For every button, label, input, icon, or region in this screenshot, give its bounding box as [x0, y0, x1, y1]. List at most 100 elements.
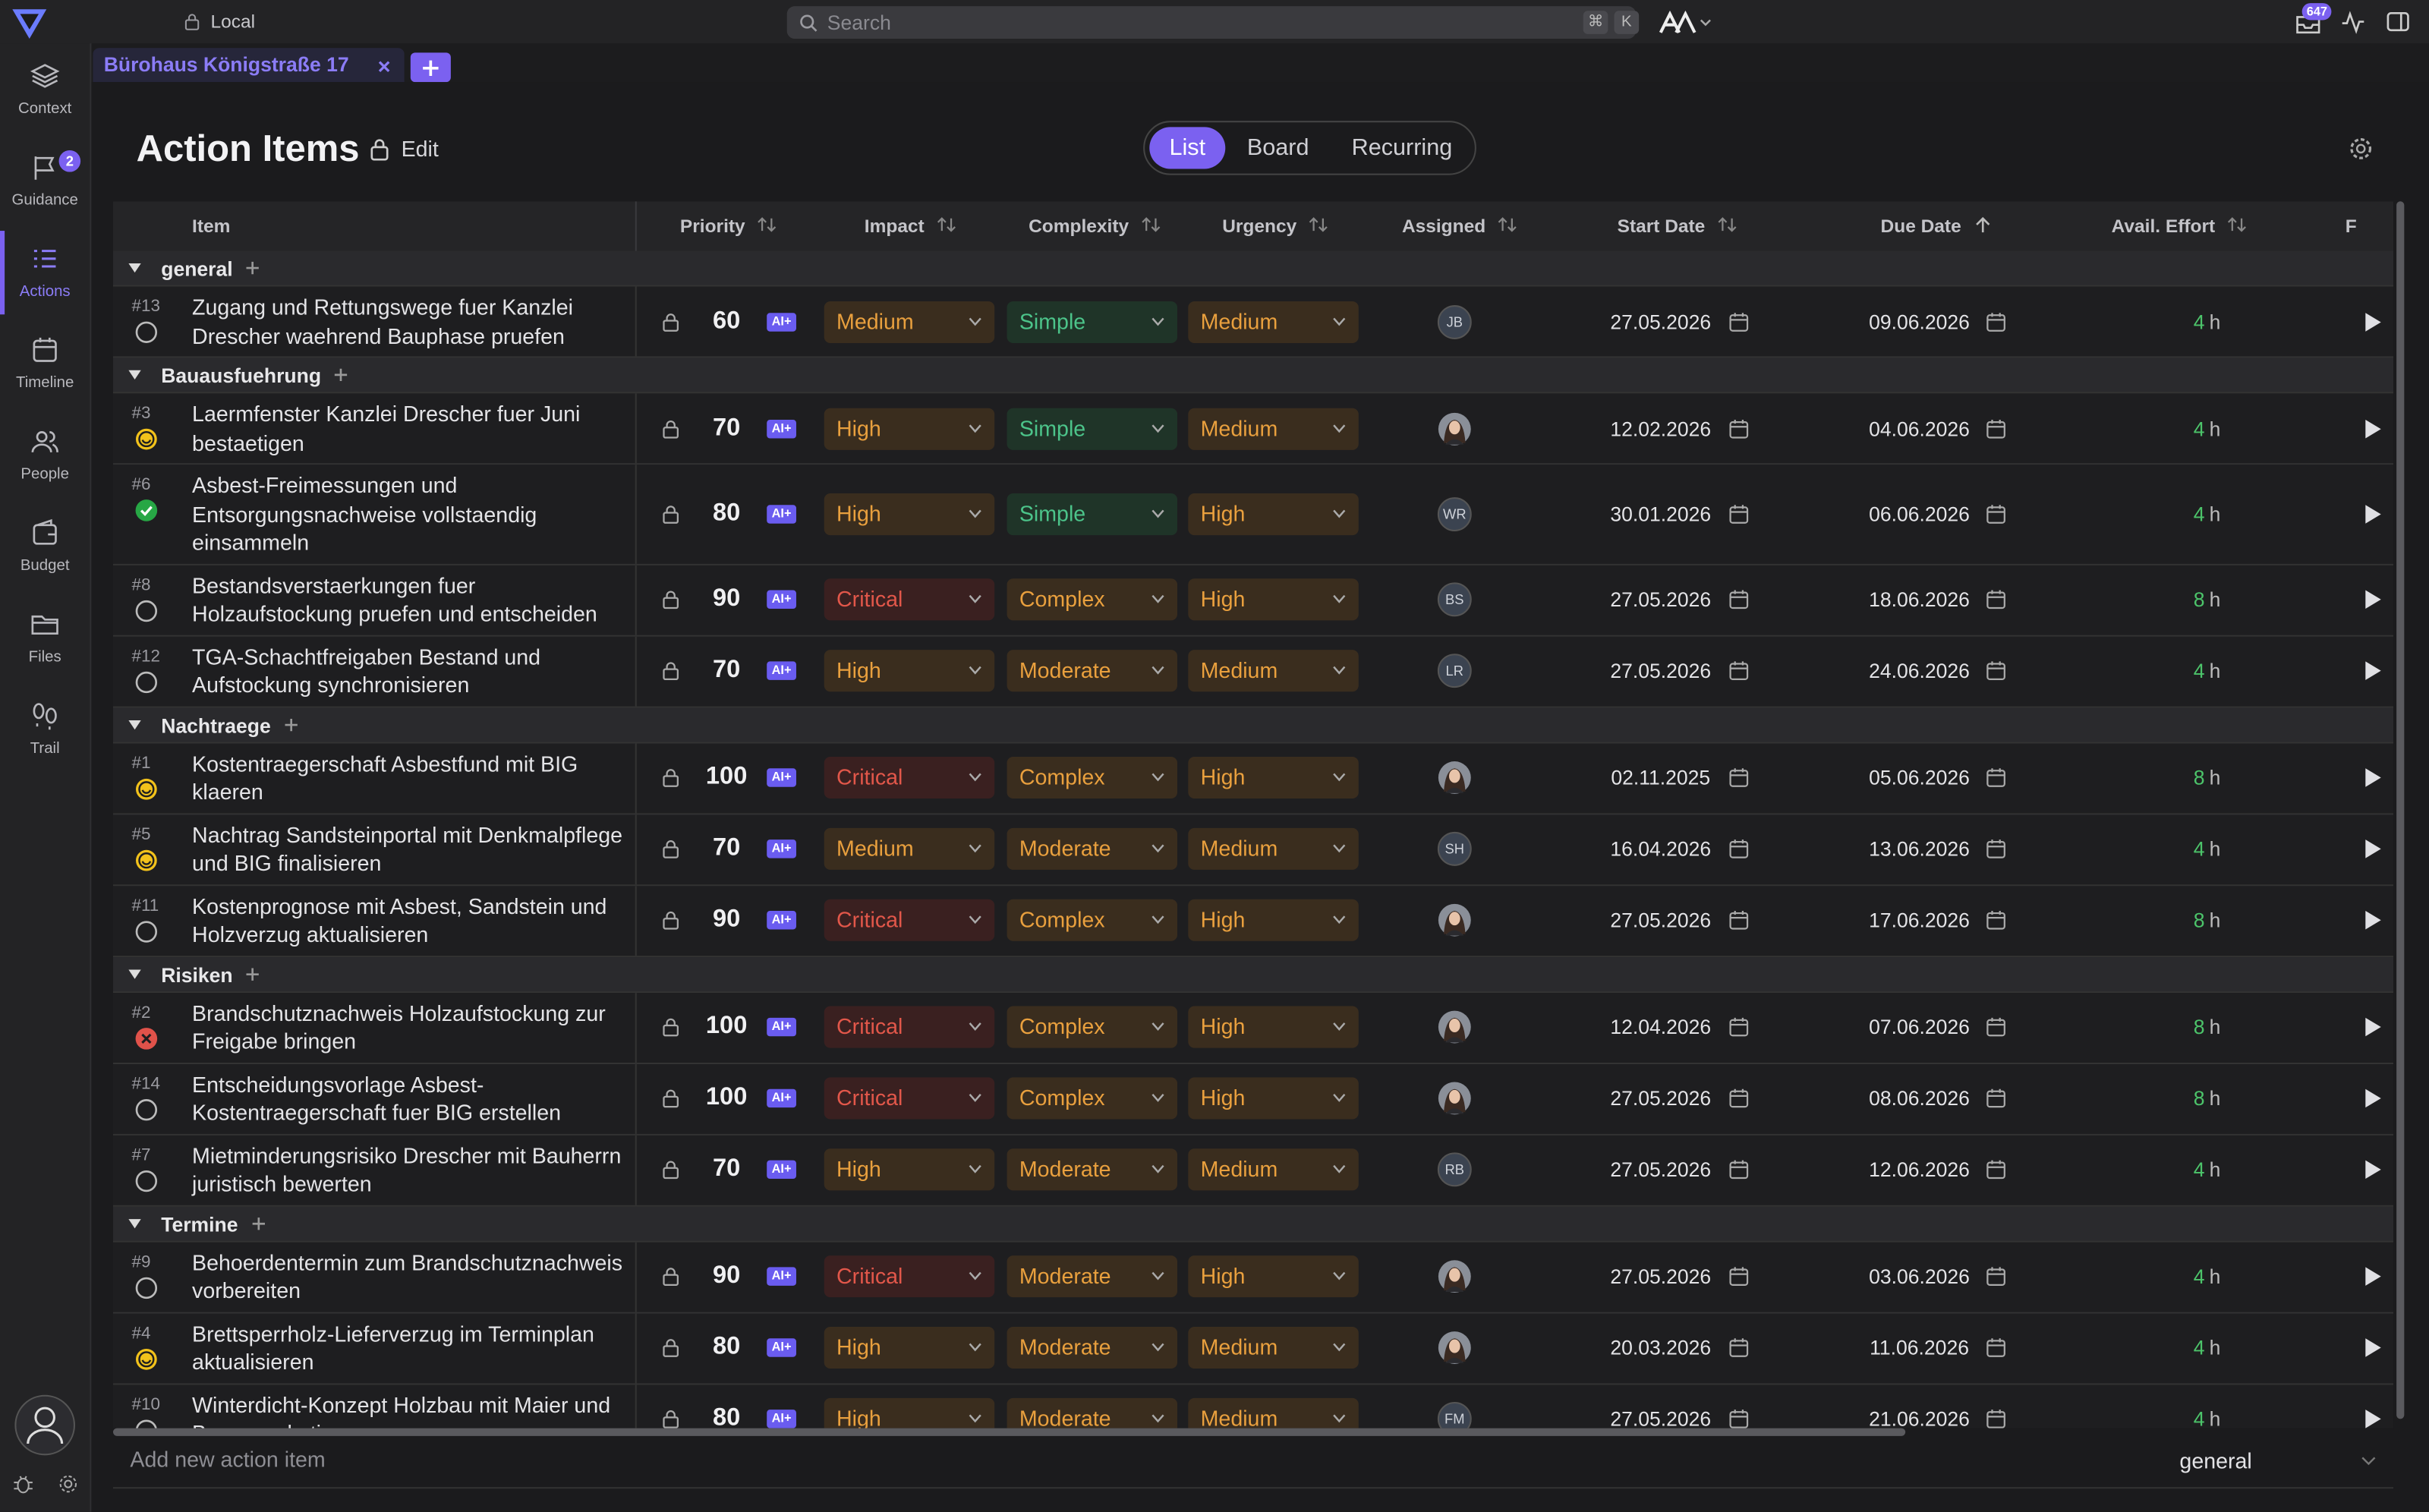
- lock-icon[interactable]: [661, 1409, 679, 1429]
- edit-button[interactable]: Edit: [401, 136, 439, 162]
- due-date[interactable]: 06.06.2026: [1869, 502, 1970, 526]
- calendar-icon[interactable]: [1986, 1017, 2006, 1038]
- nav-item[interactable]: Trail: [0, 688, 90, 771]
- status-progress[interactable]: [135, 848, 159, 871]
- calendar-icon[interactable]: [1729, 418, 1750, 439]
- add-to-group[interactable]: [283, 717, 298, 732]
- select-dropdown[interactable]: Moderate: [1007, 1255, 1178, 1298]
- start-button[interactable]: [2364, 417, 2382, 439]
- view-option[interactable]: List: [1149, 127, 1226, 169]
- action-row[interactable]: #6 Asbest-Freimessungen und Entsorgungsna…: [112, 465, 2394, 565]
- view-option[interactable]: Board: [1246, 134, 1309, 162]
- status-blocked[interactable]: [135, 1026, 159, 1050]
- status-open[interactable]: [135, 1169, 159, 1192]
- calendar-icon[interactable]: [1986, 1337, 2006, 1358]
- calendar-icon[interactable]: [1729, 1017, 1750, 1038]
- ai-badge[interactable]: AI+: [767, 1017, 796, 1037]
- select-dropdown[interactable]: Medium: [1188, 300, 1359, 343]
- column-header[interactable]: Start Date: [1618, 201, 1738, 250]
- calendar-icon[interactable]: [1986, 1088, 2006, 1109]
- status-done[interactable]: [135, 499, 159, 522]
- start-button[interactable]: [2364, 1016, 2382, 1038]
- calendar-icon[interactable]: [1986, 504, 2006, 524]
- select-dropdown[interactable]: Critical: [824, 1006, 995, 1048]
- action-row[interactable]: #12 TGA-Schachtfreigaben Bestand und Aufs…: [112, 635, 2394, 707]
- start-button[interactable]: [2364, 660, 2382, 682]
- select-dropdown[interactable]: High: [824, 1148, 995, 1191]
- status-progress[interactable]: [135, 427, 159, 451]
- select-dropdown[interactable]: Simple: [1007, 493, 1178, 535]
- nav-item[interactable]: Files: [0, 597, 90, 680]
- calendar-icon[interactable]: [1729, 660, 1750, 681]
- lock-icon[interactable]: [661, 660, 679, 681]
- start-date[interactable]: 16.04.2026: [1610, 837, 1712, 861]
- project-tab[interactable]: Bürohaus Königstraße 17: [93, 48, 405, 83]
- calendar-icon[interactable]: [1986, 1409, 2006, 1429]
- calendar-icon[interactable]: [1729, 1337, 1750, 1358]
- start-button[interactable]: [2364, 589, 2382, 611]
- select-dropdown[interactable]: Complex: [1007, 1006, 1178, 1048]
- ai-badge[interactable]: AI+: [767, 1410, 796, 1429]
- select-dropdown[interactable]: Medium: [824, 827, 995, 870]
- add-tab[interactable]: [410, 52, 451, 83]
- lock-icon[interactable]: [661, 1266, 679, 1287]
- start-button[interactable]: [2364, 1408, 2382, 1429]
- start-date[interactable]: 12.02.2026: [1610, 416, 1712, 440]
- select-dropdown[interactable]: Medium: [1188, 827, 1359, 870]
- calendar-icon[interactable]: [1729, 839, 1750, 859]
- group-header[interactable]: Risiken: [112, 956, 2394, 993]
- column-header[interactable]: Due Date: [1881, 201, 1994, 250]
- lock-icon[interactable]: [661, 418, 679, 439]
- column-header[interactable]: Priority: [680, 201, 778, 250]
- due-date[interactable]: 24.06.2026: [1869, 659, 1970, 682]
- column-header[interactable]: F: [2346, 201, 2357, 250]
- select-dropdown[interactable]: High: [1188, 1077, 1359, 1120]
- lock-icon[interactable]: [661, 1160, 679, 1180]
- ai-badge[interactable]: AI+: [767, 1160, 796, 1180]
- calendar-icon[interactable]: [1986, 839, 2006, 859]
- select-dropdown[interactable]: High: [824, 650, 995, 692]
- nav-item[interactable]: Budget: [0, 505, 90, 588]
- due-date[interactable]: 04.06.2026: [1869, 416, 1970, 440]
- action-row[interactable]: #5 Nachtrag Sandsteinportal mit Denkmalpf…: [112, 814, 2394, 886]
- search-box[interactable]: Search ⌘ K: [786, 6, 1640, 39]
- select-dropdown[interactable]: Simple: [1007, 407, 1178, 449]
- select-dropdown[interactable]: Simple: [1007, 300, 1178, 343]
- due-date[interactable]: 07.06.2026: [1869, 1015, 1970, 1039]
- add-to-group[interactable]: [251, 1215, 266, 1230]
- start-date[interactable]: 27.05.2026: [1610, 659, 1712, 682]
- select-dropdown[interactable]: High: [1188, 578, 1359, 621]
- start-button[interactable]: [2364, 1337, 2382, 1359]
- lock-icon[interactable]: [661, 1337, 679, 1358]
- status-open[interactable]: [135, 599, 159, 622]
- status-open[interactable]: [135, 670, 159, 694]
- due-date[interactable]: 11.06.2026: [1870, 1336, 1969, 1359]
- ai-badge[interactable]: AI+: [767, 661, 796, 680]
- select-dropdown[interactable]: Complex: [1007, 756, 1178, 799]
- start-button[interactable]: [2364, 310, 2382, 332]
- select-dropdown[interactable]: Medium: [824, 300, 995, 343]
- status-progress[interactable]: [135, 1347, 159, 1370]
- settings-icon[interactable]: [2349, 137, 2374, 162]
- lock-icon[interactable]: [661, 910, 679, 931]
- add-to-group[interactable]: [333, 367, 348, 383]
- select-dropdown[interactable]: Moderate: [1007, 827, 1178, 870]
- due-date[interactable]: 09.06.2026: [1869, 310, 1970, 333]
- chevron-icon[interactable]: [2361, 1456, 2376, 1466]
- calendar-icon[interactable]: [1729, 1266, 1750, 1287]
- start-button[interactable]: [2364, 909, 2382, 931]
- due-date[interactable]: 21.06.2026: [1869, 1407, 1970, 1429]
- start-button[interactable]: [2364, 1088, 2382, 1110]
- ai-badge[interactable]: AI+: [767, 911, 796, 930]
- select-dropdown[interactable]: High: [824, 407, 995, 449]
- nav-item[interactable]: Guidance 2: [0, 140, 90, 223]
- action-row[interactable]: #4 Brettsperrholz-Lieferverzug im Terminp…: [112, 1312, 2394, 1384]
- calendar-icon[interactable]: [1986, 418, 2006, 439]
- ai-badge[interactable]: AI+: [767, 839, 796, 858]
- ai-badge[interactable]: AI+: [767, 312, 796, 331]
- start-button[interactable]: [2364, 838, 2382, 860]
- panel-icon[interactable]: [2386, 9, 2411, 34]
- select-dropdown[interactable]: Moderate: [1007, 1326, 1178, 1369]
- nav-item[interactable]: Actions: [0, 231, 90, 315]
- start-date[interactable]: 27.05.2026: [1610, 1158, 1712, 1182]
